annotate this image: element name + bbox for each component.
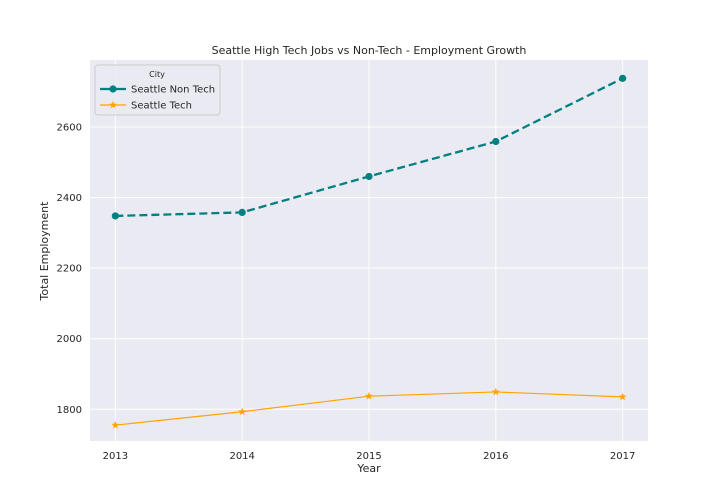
data-point [111,212,119,220]
y-tick-labels: 1800 2000 2200 2400 2600 [57,123,82,416]
legend-item-1: Seattle Tech [100,101,192,112]
series-0 [111,74,627,220]
data-point [111,420,120,429]
series-1 [111,387,627,429]
data-point [238,208,246,216]
legend-swatch-marker [109,100,117,109]
data-point [365,392,373,400]
x-tick-label: 2015 [356,451,381,462]
y-tick-label: 2000 [57,334,82,345]
data-point [365,172,373,181]
legend-label: Seattle Non Tech [131,85,215,96]
data-point [492,137,500,146]
x-tick-label: 2017 [610,451,635,462]
data-point [618,392,627,401]
grid [90,60,648,441]
legend-label: Seattle Tech [131,101,192,112]
data-point [491,387,500,396]
y-tick-label: 2400 [57,193,82,204]
legend-item-0: Seattle Non Tech [100,85,215,96]
y-tick-label: 2600 [57,123,82,134]
data-point [619,74,627,82]
x-tick-label: 2014 [229,451,254,462]
series-layer [111,74,627,429]
y-tick-label: 1800 [57,405,82,416]
legend-title: City [149,70,165,79]
x-tick-label: 2013 [103,451,128,462]
y-axis-label: Total Employment [38,201,51,302]
x-tick-labels: 2013 2014 2015 2016 2017 [103,451,636,462]
y-tick-label: 2200 [57,264,82,275]
legend-items: Seattle Non Tech Seattle Tech [100,85,215,112]
data-point [238,407,247,416]
x-tick-label: 2016 [483,451,508,462]
chart-title: Seattle High Tech Jobs vs Non-Tech - Emp… [212,44,527,57]
legend-swatch-marker [109,85,117,93]
legend: City Seattle Non Tech Seattle Tech [94,64,221,116]
x-axis-label: Year [356,462,381,475]
legend-box [94,64,221,116]
